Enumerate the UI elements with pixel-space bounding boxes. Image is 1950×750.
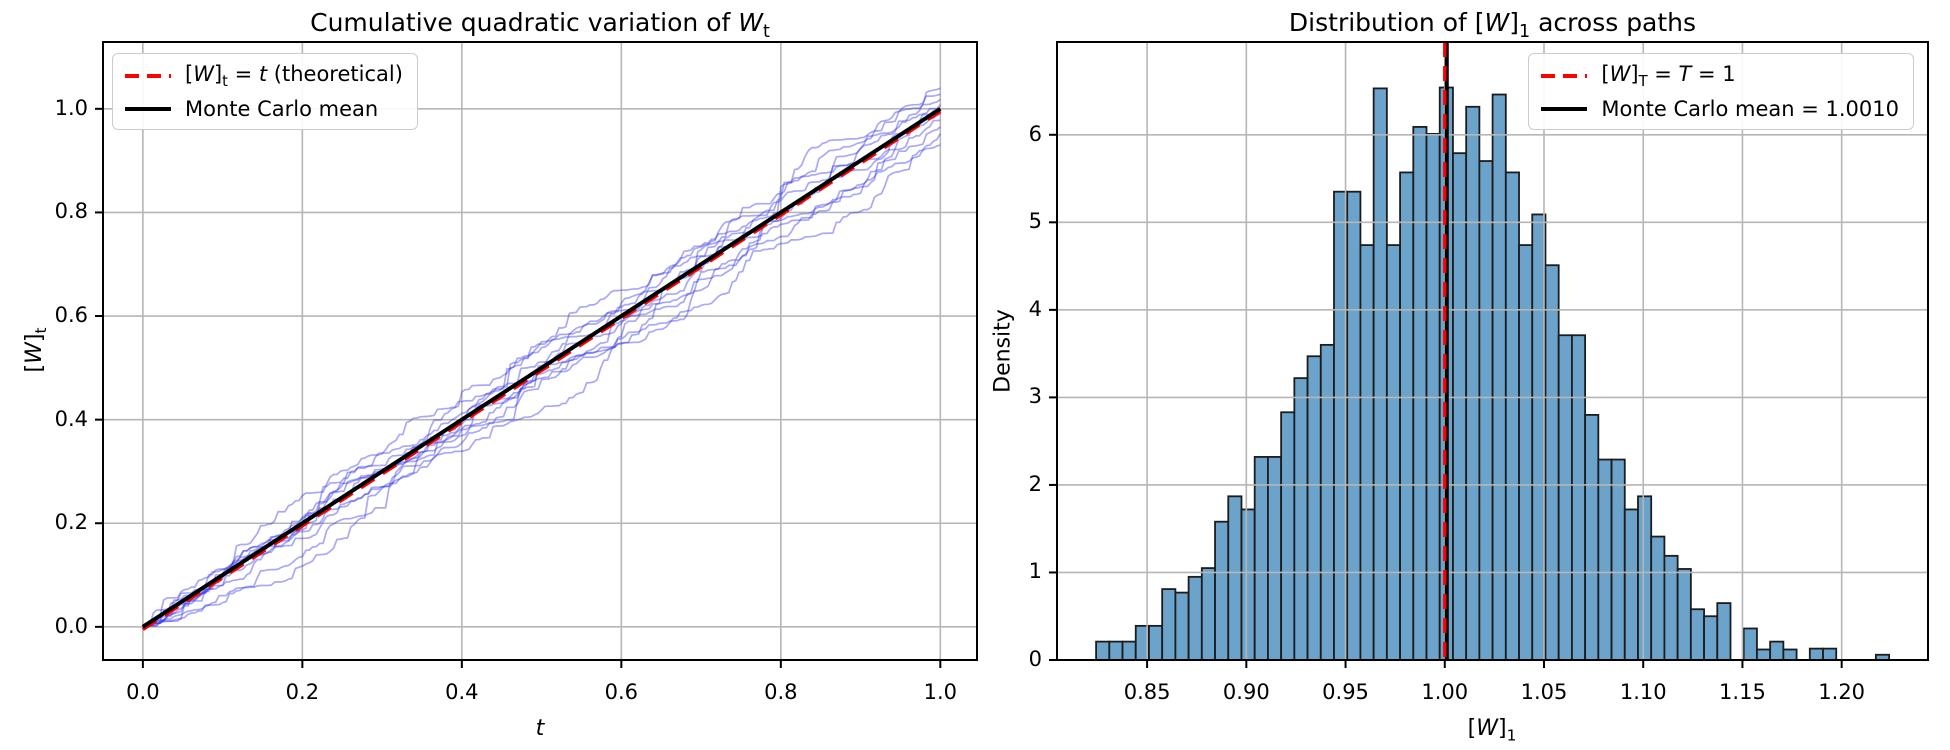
- histogram-bar: [1703, 615, 1719, 661]
- histogram-bar: [1280, 411, 1296, 661]
- histogram-bar: [1663, 554, 1679, 661]
- histogram-bar: [1293, 377, 1309, 661]
- histogram-bar: [1650, 535, 1666, 661]
- histogram-bar: [1769, 640, 1785, 661]
- histogram-bar: [1822, 647, 1838, 661]
- histogram-bar: [1359, 244, 1375, 661]
- histogram-bar: [1808, 647, 1824, 661]
- histogram-bar: [1571, 334, 1587, 661]
- histogram-bar: [1240, 508, 1256, 661]
- histogram-bar: [1148, 624, 1164, 661]
- histogram-bar: [1399, 171, 1415, 661]
- histogram-bar: [1412, 126, 1428, 661]
- sample-path: [142, 133, 942, 628]
- axes-spines: [1056, 41, 1929, 661]
- axes-spines: [102, 41, 978, 661]
- histogram-bar: [1214, 520, 1230, 661]
- histogram-bar: [1716, 602, 1732, 661]
- histogram-bar: [1478, 160, 1494, 661]
- histogram-bar: [1584, 414, 1600, 661]
- histogram-bar: [1187, 575, 1203, 661]
- histogram-bar: [1491, 93, 1507, 661]
- histogram-bar: [1346, 190, 1362, 661]
- histogram-bar: [1108, 640, 1124, 661]
- histogram-bar: [1095, 640, 1111, 661]
- histogram-bar: [1121, 640, 1137, 661]
- histogram-bar: [1557, 334, 1573, 661]
- histogram-bar: [1174, 591, 1190, 661]
- sample-path: [142, 144, 941, 628]
- histogram-bar: [1544, 264, 1560, 661]
- histogram-bar: [1676, 568, 1692, 661]
- histogram-bar: [1637, 495, 1653, 661]
- histogram-bar: [1253, 456, 1269, 661]
- histogram-bar: [1504, 171, 1520, 661]
- theoretical-line: [141, 109, 942, 631]
- histogram-bar: [1742, 627, 1758, 661]
- histogram-bar: [1385, 244, 1401, 661]
- sample-path: [142, 126, 941, 628]
- histogram-bar: [1782, 648, 1798, 661]
- histogram-bar: [1200, 567, 1216, 661]
- histogram-bar: [1610, 458, 1626, 661]
- histogram-bar: [1161, 588, 1177, 661]
- histogram-bar: [1452, 152, 1468, 661]
- histogram-bar: [1623, 508, 1639, 661]
- histogram-bar: [1267, 456, 1283, 661]
- histogram-bar: [1372, 87, 1388, 661]
- histogram-bar: [1518, 244, 1534, 661]
- histogram-bar: [1319, 343, 1335, 661]
- mean-line: [141, 107, 942, 629]
- sample-path: [142, 113, 941, 628]
- sample-path: [142, 108, 941, 628]
- sample-path: [142, 98, 941, 628]
- histogram-bar: [1227, 495, 1243, 661]
- histogram-bar: [1689, 608, 1705, 661]
- histogram-bar: [1597, 458, 1613, 661]
- histogram-bar: [1756, 648, 1772, 661]
- histogram-bar: [1306, 355, 1322, 661]
- histogram-bar: [1465, 105, 1481, 661]
